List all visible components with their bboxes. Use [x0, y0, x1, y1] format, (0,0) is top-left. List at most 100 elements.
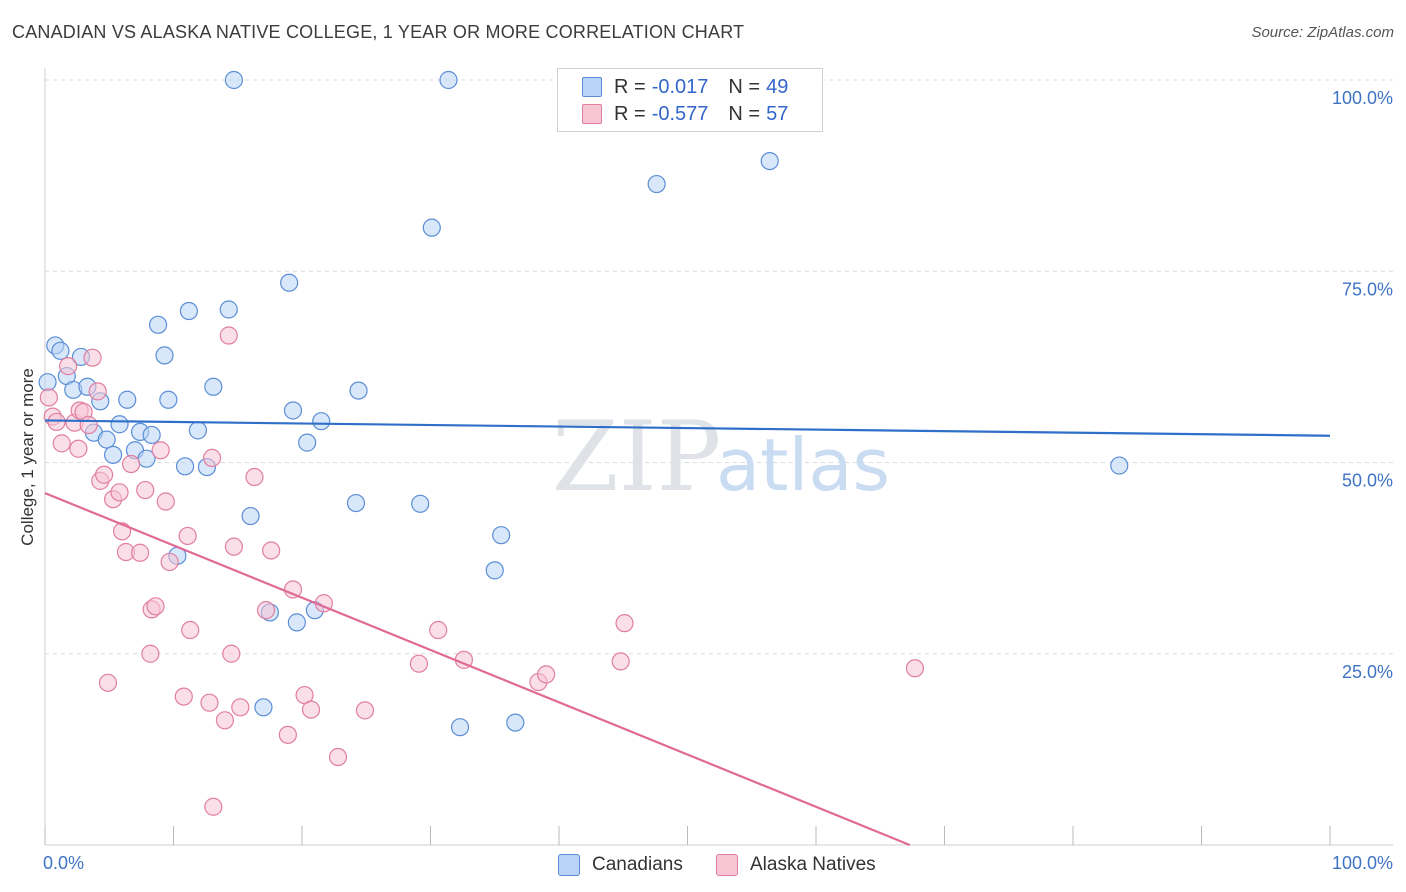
canadians-point — [104, 445, 123, 464]
alaska-natives-point — [181, 620, 200, 640]
canadians-point — [422, 218, 441, 237]
canadians-point — [1110, 456, 1129, 475]
canadians-point — [760, 151, 779, 171]
canadians-point — [287, 613, 306, 632]
watermark-atlas: atlas — [716, 423, 890, 507]
canadians-point — [280, 273, 299, 292]
canadians-point — [254, 698, 273, 717]
canadians-point — [349, 381, 368, 400]
alaska-natives-point — [174, 687, 193, 706]
alaska-natives-point — [59, 357, 78, 376]
n-value: 49 — [766, 75, 789, 98]
canadians-point — [450, 718, 470, 737]
canadians-point — [506, 713, 525, 732]
alaska-natives-point — [39, 388, 58, 407]
legend-label-alaska-natives: Alaska Natives — [750, 854, 876, 875]
chart-title: CANADIAN VS ALASKA NATIVE COLLEGE, 1 YEA… — [12, 22, 745, 42]
alaska-natives-point — [160, 552, 179, 572]
y-tick-label: 100.0% — [1332, 88, 1393, 108]
alaska-natives-point — [262, 541, 281, 560]
tick-labels: 25.0% 50.0% 75.0% 100.0% 0.0% 100.0% — [43, 88, 1393, 873]
data-points — [38, 70, 1129, 816]
canadians-point — [155, 346, 174, 365]
canadians-point — [204, 377, 223, 396]
legend-item-canadians[interactable]: Canadians — [558, 852, 683, 878]
alaska-natives-point — [355, 701, 375, 720]
source-credit: Source: ZipAtlas.com — [1251, 24, 1394, 41]
alaska-natives-point — [429, 620, 448, 640]
y-tick-label: 75.0% — [1342, 279, 1393, 299]
canadians-point — [179, 301, 199, 321]
canadians-point — [159, 390, 178, 409]
canadians-point — [188, 421, 208, 440]
x-tick-label: 0.0% — [43, 853, 84, 873]
y-axis-label: College, 1 year or more — [18, 368, 37, 546]
grid-lines — [45, 79, 1393, 655]
canadians-point — [118, 390, 137, 409]
canadians-point — [298, 433, 317, 452]
alaska-natives-point — [130, 543, 150, 562]
alaska-natives-point — [204, 797, 223, 816]
legend-item-alaska-natives[interactable]: Alaska Natives — [716, 852, 876, 878]
n-label: N = — [728, 75, 761, 98]
canadians-trend-line — [44, 419, 1331, 437]
canadians-point — [241, 506, 260, 526]
r-value: -0.577 — [651, 102, 709, 125]
alaska-natives-point — [231, 698, 250, 717]
y-tick-label: 50.0% — [1342, 471, 1393, 491]
x-tick-label: 100.0% — [1332, 853, 1393, 873]
canadians-point — [148, 315, 168, 334]
alaska-natives-point — [69, 439, 88, 458]
alaska-natives-point — [905, 659, 925, 678]
legend-label-canadians: Canadians — [592, 854, 683, 875]
legend-swatch-canadians — [558, 854, 580, 876]
legend-swatch-alaska-natives — [582, 104, 602, 124]
alaska-natives-point — [178, 526, 197, 546]
alaska-natives-point — [110, 483, 129, 502]
alaska-natives-point — [611, 652, 630, 671]
alaska-natives-point — [245, 467, 264, 487]
alaska-natives-point — [151, 441, 170, 460]
alaska-natives-point — [156, 492, 175, 511]
canadians-point — [175, 457, 195, 476]
alaska-natives-point — [98, 673, 118, 692]
canadians-point — [283, 401, 303, 420]
axes — [44, 68, 1393, 846]
alaska-natives-point — [215, 711, 234, 730]
n-label: N = — [728, 102, 761, 125]
canadians-point — [485, 561, 504, 580]
canadians-point — [411, 494, 430, 513]
alaska-natives-point — [409, 654, 429, 673]
canadians-point — [142, 425, 161, 445]
alaska-natives-point — [146, 597, 165, 616]
alaska-natives-point — [88, 382, 107, 401]
alaska-natives-point — [121, 454, 141, 474]
alaska-natives-point — [136, 480, 155, 500]
alaska-natives-point — [141, 644, 160, 663]
alaska-natives-point — [615, 614, 634, 633]
alaska-natives-point — [222, 644, 241, 663]
alaska-natives-trend-line — [44, 492, 911, 847]
canadians-point — [219, 300, 238, 319]
alaska-natives-point — [278, 725, 297, 744]
alaska-natives-point — [328, 747, 348, 767]
canadians-point — [110, 415, 129, 434]
trend-lines — [44, 419, 1331, 847]
alaska-natives-point — [83, 348, 102, 367]
legend-row-alaska-natives: R = -0.577 N = 57 — [582, 101, 788, 127]
n-value: 57 — [766, 102, 789, 125]
alaska-natives-point — [47, 412, 66, 432]
alaska-natives-point — [200, 693, 219, 712]
alaska-natives-point — [95, 465, 114, 484]
canadians-point — [492, 526, 511, 545]
alaska-natives-point — [52, 434, 71, 453]
legend-swatch-canadians — [582, 77, 602, 97]
canadians-point — [439, 70, 458, 90]
canadians-point — [97, 430, 116, 449]
alaska-natives-point — [79, 415, 98, 435]
legend-swatch-alaska-natives — [716, 854, 738, 876]
canadians-point — [224, 70, 243, 90]
canadians-point — [647, 174, 666, 194]
correlation-legend: R = -0.017 N = 49 R = -0.577 N = 57 — [557, 68, 823, 132]
